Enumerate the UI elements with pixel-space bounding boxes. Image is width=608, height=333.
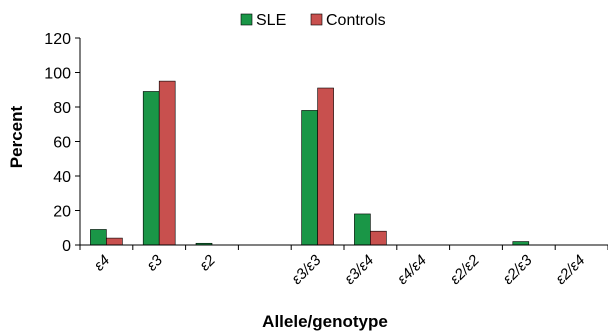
- legend-swatch-controls: [310, 13, 323, 26]
- legend: SLE Controls: [240, 12, 386, 29]
- bar-controls: [158, 80, 176, 246]
- bar-controls: [317, 87, 334, 246]
- legend-label-sle: SLE: [256, 12, 286, 29]
- x-tick-label: ε2/ε2: [447, 251, 484, 288]
- x-tick-label: ε2/ε3: [500, 251, 537, 288]
- bar-controls: [106, 237, 123, 246]
- bar-sle: [301, 110, 318, 246]
- x-tick-label: ε2/ε4: [552, 252, 588, 288]
- x-axis: ε4 ε3 ε2 ε3/ε3 ε3/ε4 ε4/ε4 ε2/ε2 ε2/ε3 ε2/ε4: [79, 244, 608, 288]
- x-tick-label: ε3/ε3: [288, 251, 325, 288]
- y-tick-label: 20: [53, 204, 71, 221]
- y-tick-label: 60: [53, 135, 71, 152]
- bars-group: [90, 80, 530, 246]
- x-axis-title: Allele/genotype: [262, 312, 388, 331]
- y-tick-label: 100: [44, 66, 71, 83]
- bar-controls: [370, 230, 387, 246]
- x-tick-label: ε4/ε4: [394, 252, 430, 288]
- bar-sle: [90, 229, 107, 246]
- bar-sle: [142, 91, 160, 246]
- y-axis-title: Percent: [7, 105, 26, 168]
- bar-sle: [354, 213, 371, 246]
- y-tick-label: 0: [62, 238, 71, 255]
- y-tick-label: 120: [44, 31, 71, 48]
- bar-sle: [512, 241, 530, 246]
- x-tick-label: ε2: [196, 251, 219, 274]
- x-tick-label: ε3/ε4: [341, 252, 377, 288]
- legend-label-controls: Controls: [326, 12, 386, 29]
- y-tick-label: 40: [53, 169, 71, 186]
- y-tick-label: 80: [53, 100, 71, 117]
- x-tick-label: ε3: [143, 251, 166, 274]
- legend-swatch-sle: [240, 13, 253, 26]
- x-tick-label: ε4: [91, 252, 114, 275]
- y-axis: 0 20 40 60 80 100 120: [44, 31, 81, 255]
